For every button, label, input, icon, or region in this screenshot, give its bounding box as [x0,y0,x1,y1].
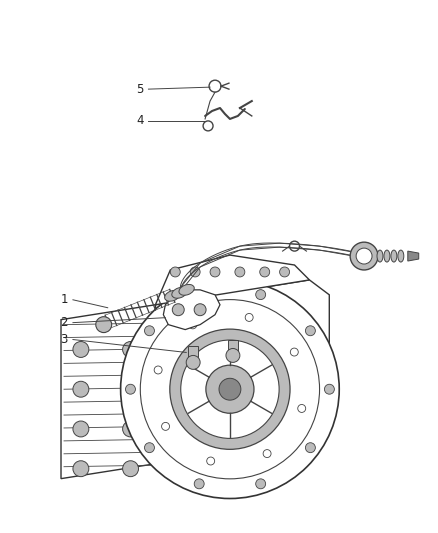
Circle shape [162,423,170,430]
Circle shape [290,348,298,356]
Circle shape [325,384,334,394]
Circle shape [210,267,220,277]
Text: 4: 4 [136,115,144,127]
Polygon shape [228,340,238,351]
Ellipse shape [384,250,390,262]
Circle shape [170,329,290,449]
Circle shape [190,267,200,277]
Circle shape [120,280,339,498]
Circle shape [194,289,204,300]
Circle shape [73,421,89,437]
Polygon shape [155,255,309,305]
Circle shape [279,267,290,277]
Circle shape [305,326,315,336]
Ellipse shape [391,250,397,262]
Circle shape [194,304,206,316]
Text: 5: 5 [136,83,144,95]
Ellipse shape [172,287,187,298]
Circle shape [245,313,253,321]
Circle shape [96,317,112,333]
Ellipse shape [165,290,180,301]
Circle shape [256,479,265,489]
Circle shape [186,356,200,369]
Circle shape [126,384,135,394]
Text: 1: 1 [60,293,68,306]
Polygon shape [408,251,419,261]
Circle shape [305,443,315,453]
Circle shape [123,461,138,477]
Text: 3: 3 [60,333,68,346]
Circle shape [194,479,204,489]
Circle shape [73,461,89,477]
Text: 2: 2 [60,316,68,329]
Circle shape [123,421,138,437]
Circle shape [263,450,271,457]
Circle shape [154,366,162,374]
Polygon shape [163,290,220,329]
Circle shape [256,289,265,300]
Circle shape [226,349,240,362]
Circle shape [145,326,155,336]
Circle shape [207,457,215,465]
Circle shape [123,381,138,397]
Circle shape [298,405,306,413]
Ellipse shape [377,250,383,262]
Circle shape [170,267,180,277]
Polygon shape [61,305,155,479]
Circle shape [123,342,138,358]
Polygon shape [188,346,198,358]
Circle shape [145,443,155,453]
Circle shape [356,248,372,264]
Circle shape [219,378,241,400]
Circle shape [73,381,89,397]
Circle shape [181,340,279,439]
Polygon shape [155,280,329,464]
Circle shape [350,242,378,270]
Circle shape [189,321,197,329]
Circle shape [172,304,184,316]
Circle shape [206,365,254,413]
Circle shape [260,267,270,277]
Circle shape [73,342,89,358]
Ellipse shape [179,285,194,295]
Circle shape [235,267,245,277]
Ellipse shape [398,250,404,262]
